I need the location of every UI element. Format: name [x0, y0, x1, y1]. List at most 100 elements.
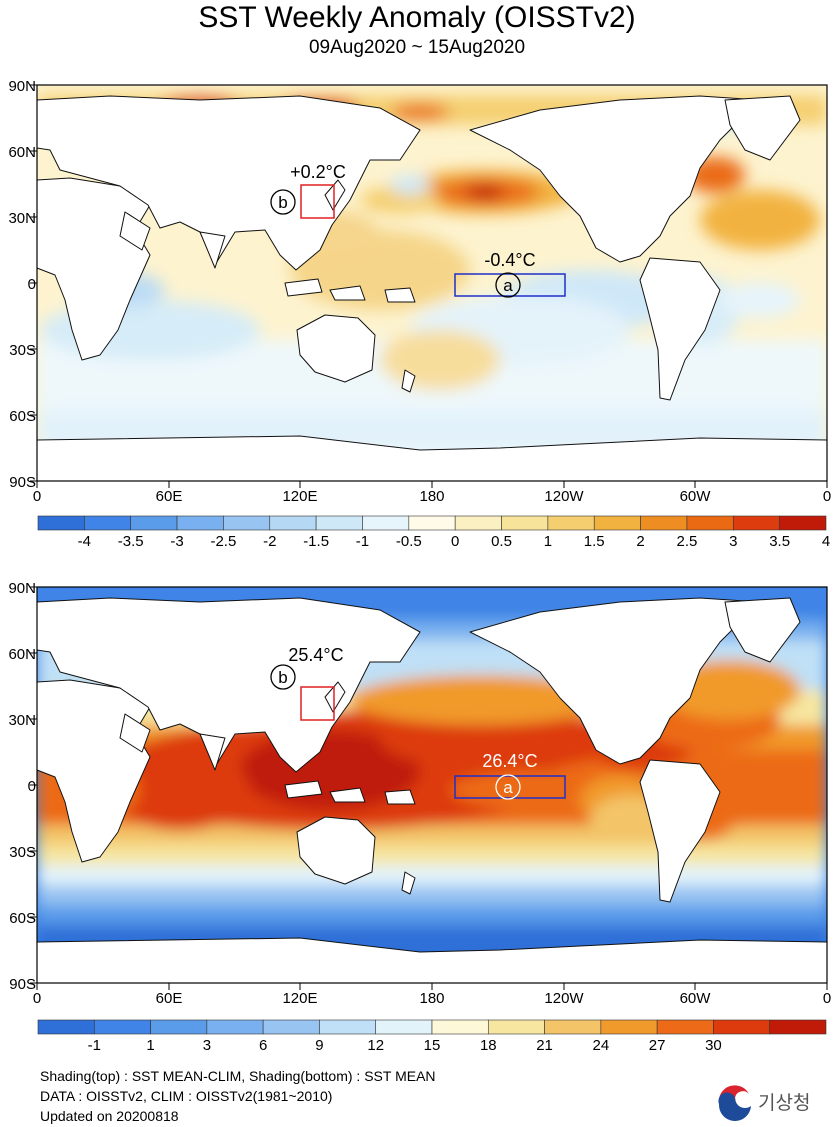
colorbar-swatch	[223, 515, 271, 531]
colorbar-label: 1	[146, 1037, 154, 1054]
colorbar-label: 3.5	[769, 533, 790, 550]
footer-line-shading: Shading(top) : SST MEAN-CLIM, Shading(bo…	[40, 1068, 436, 1084]
colorbar-swatch	[408, 515, 456, 531]
colorbar-label: 24	[593, 1037, 610, 1054]
lat-label: 60S	[9, 408, 36, 425]
colorbar-label: 12	[367, 1037, 384, 1054]
colorbar-swatch	[769, 1019, 827, 1035]
region-b-value: +0.2°C	[290, 162, 346, 182]
logo-text: 기상청	[758, 1092, 810, 1114]
footer-notes: Shading(top) : SST MEAN-CLIM, Shading(bo…	[40, 1066, 436, 1126]
colorbar-swatch	[686, 515, 734, 531]
lat-label: 60S	[9, 910, 36, 927]
colorbar-swatch	[779, 515, 827, 531]
colorbar-swatch	[375, 1019, 433, 1035]
region-b-marker	[270, 664, 296, 690]
lon-label: 60W	[680, 488, 712, 505]
colorbar-swatch	[640, 515, 688, 531]
lat-label: 60N	[8, 144, 36, 161]
lon-label: 180	[419, 990, 444, 1007]
lon-label: 60E	[156, 488, 183, 505]
colorbar-label: -2	[263, 533, 276, 550]
mean-sst-colorbar: -1 1 3 6 9 12 15 18 21 24 27 30	[37, 1019, 827, 1054]
lon-label: 120E	[282, 990, 317, 1007]
colorbar-label: 21	[536, 1037, 553, 1054]
lat-label: 30N	[8, 210, 36, 227]
lat-label: 30N	[8, 712, 36, 729]
region-a-value: -0.4°C	[484, 250, 535, 270]
region-a-letter: a	[503, 778, 513, 797]
page-title: SST Weekly Anomaly (OISSTv2)	[198, 1, 636, 34]
colorbar-swatch	[93, 1019, 151, 1035]
colorbar-swatch	[37, 515, 85, 531]
lon-label: 0	[33, 488, 41, 505]
lat-label: 0	[28, 778, 36, 795]
lat-label: 30S	[9, 844, 36, 861]
lat-label: 90N	[8, 583, 36, 597]
colorbar-swatch	[454, 515, 502, 531]
colorbar-label: -4	[78, 533, 91, 550]
region-a-marker	[495, 272, 521, 298]
anomaly-colorbar: -4 -3.5 -3 -2.5 -2 -1.5 -1 -0.5 0 0.5 1 1.5 2 2.5 3 3.5…	[37, 515, 830, 550]
colorbar-label: -1.5	[303, 533, 329, 550]
colorbar-swatch	[487, 1019, 545, 1035]
mean-sst-map: 90N 60N 30N 0 30S 60S 90S 0 60E 120E 180…	[8, 583, 831, 1007]
colorbar-swatch	[84, 515, 131, 531]
colorbar-label: 15	[424, 1037, 441, 1054]
colorbar-label: 2.5	[677, 533, 698, 550]
colorbar-label: 1	[544, 533, 552, 550]
lon-label: 120W	[544, 488, 584, 505]
colorbar-swatch	[176, 515, 224, 531]
colorbar-label: 3	[203, 1037, 211, 1054]
colorbar-swatch	[37, 1019, 95, 1035]
colorbar-swatch	[130, 515, 178, 531]
colorbar-swatch	[262, 1019, 320, 1035]
colorbar-swatches	[37, 515, 827, 531]
colorbar-label: 4	[822, 533, 830, 550]
lon-label: 60E	[156, 990, 183, 1007]
colorbar-label: -3.5	[118, 533, 144, 550]
colorbar-swatch	[150, 1019, 208, 1035]
colorbar-swatch	[431, 1019, 489, 1035]
date-range: 09Aug2020 ~ 15Aug2020	[308, 37, 526, 58]
lat-label: 30S	[9, 342, 36, 359]
colorbar-label: 2	[636, 533, 644, 550]
colorbar-swatch	[713, 1019, 771, 1035]
colorbar-swatch	[315, 515, 363, 531]
lat-label: 60N	[8, 646, 36, 663]
colorbar-swatch	[547, 515, 595, 531]
region-a-box	[454, 775, 566, 799]
lat-label: 90N	[8, 80, 36, 95]
footer-line-updated: Updated on 20200818	[40, 1108, 179, 1124]
lat-label: 90S	[9, 474, 36, 491]
lon-label: 120E	[282, 488, 317, 505]
colorbar-swatch	[656, 1019, 714, 1035]
colorbar-swatch	[544, 1019, 602, 1035]
colorbar-swatch	[319, 1019, 377, 1035]
lon-label: 180	[419, 488, 444, 505]
colorbar-label: 0.5	[491, 533, 512, 550]
region-b-value: 25.4°C	[288, 645, 343, 665]
anomaly-map: 90N 60N 30N 0 30S 60S 90S 0 60E 120E 180…	[8, 80, 831, 505]
kma-logo: 기상청	[718, 1085, 810, 1122]
region-a-value: 26.4°C	[482, 751, 537, 771]
colorbar-swatch	[362, 515, 410, 531]
colorbar-swatch	[732, 515, 780, 531]
colorbar-label: 18	[480, 1037, 497, 1054]
colorbar-label: 9	[315, 1037, 323, 1054]
continents-top	[36, 95, 828, 482]
colorbar-label: 30	[705, 1037, 722, 1054]
colorbar-label: -1	[356, 533, 369, 550]
colorbar-swatches	[37, 1019, 827, 1035]
region-b-box	[300, 184, 335, 219]
colorbar-swatch	[269, 515, 317, 531]
colorbar-label: 6	[259, 1037, 267, 1054]
lon-label: 120W	[544, 990, 584, 1007]
region-b-letter: b	[278, 193, 287, 212]
colorbar-swatch	[501, 515, 549, 531]
region-b-box	[300, 686, 335, 721]
lon-label: 0	[823, 488, 831, 505]
region-b-letter: b	[278, 668, 287, 687]
region-a-box	[454, 273, 566, 297]
colorbar-label: -3	[170, 533, 183, 550]
